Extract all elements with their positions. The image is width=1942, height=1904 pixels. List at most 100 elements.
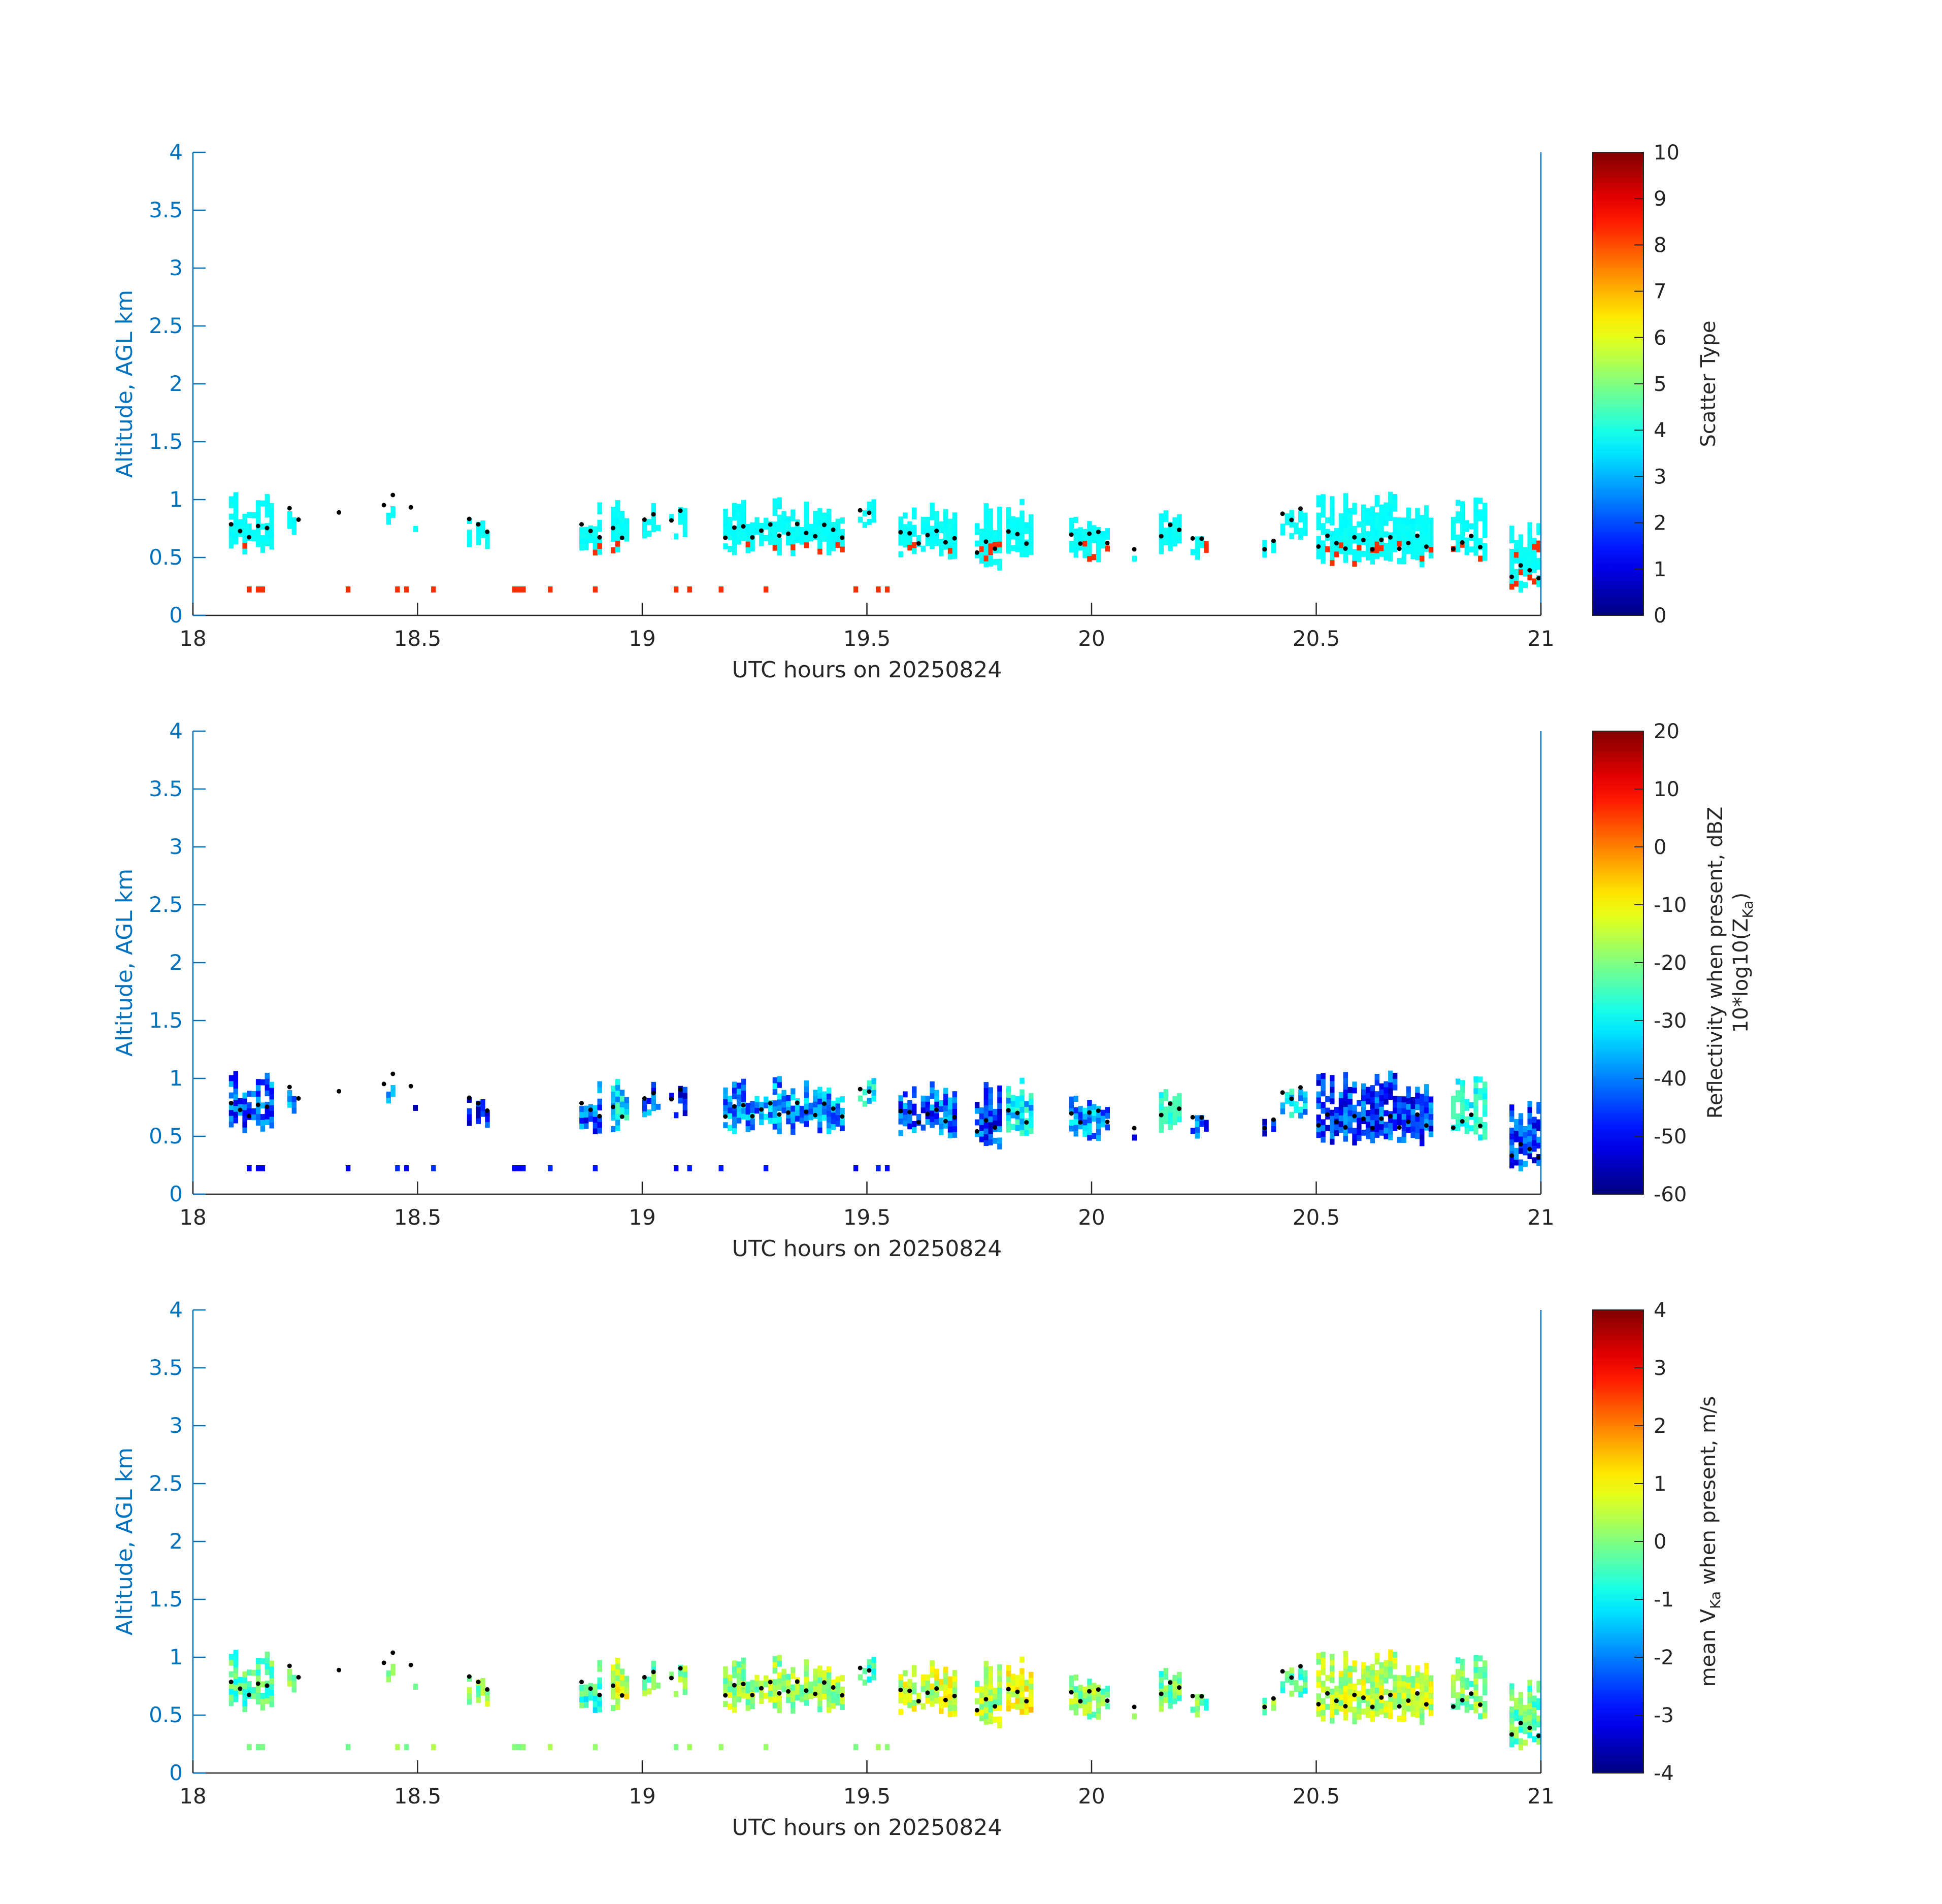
data-cell: [1298, 516, 1303, 522]
data-cell: [1285, 1092, 1290, 1098]
data-cell: [1357, 1129, 1362, 1135]
data-cell: [1343, 1656, 1348, 1663]
data-cell: [1105, 528, 1110, 535]
data-cell: [1330, 1133, 1335, 1139]
data-cell: [1397, 1113, 1402, 1120]
data-cell: [1401, 1681, 1407, 1687]
data-cell: [983, 1701, 989, 1708]
cloud-base-dot: [485, 529, 490, 534]
data-cell: [1532, 1695, 1537, 1702]
data-cell: [485, 1689, 490, 1695]
data-cell: [763, 1744, 769, 1750]
data-cell: [1473, 1076, 1478, 1082]
cloud-base-dot: [1159, 534, 1164, 539]
data-cell: [269, 1110, 274, 1117]
data-cell: [1316, 495, 1321, 502]
data-cell: [615, 529, 620, 535]
data-cell: [1428, 1113, 1434, 1120]
data-cell: [480, 1678, 485, 1684]
data-cell: [233, 504, 238, 510]
data-cell: [1532, 1145, 1537, 1152]
data-cell: [1010, 1673, 1016, 1680]
data-cell: [1132, 1134, 1137, 1141]
data-cell: [1168, 539, 1173, 545]
data-cell: [615, 1704, 620, 1711]
data-cell: [1168, 545, 1173, 551]
data-cell: [997, 1137, 1002, 1144]
data-cell: [1393, 1675, 1398, 1681]
data-cell: [1420, 1117, 1425, 1123]
data-cell: [1092, 525, 1097, 532]
data-cell: [1321, 1073, 1326, 1079]
data-cell: [1388, 1094, 1393, 1100]
data-cell: [1420, 1672, 1425, 1679]
data-cell: [983, 520, 989, 527]
data-cell: [642, 1105, 647, 1112]
data-cell: [1321, 1703, 1326, 1710]
colorbar-tick-label: 2: [1654, 1415, 1666, 1438]
cloud-base-dot: [840, 1693, 845, 1698]
data-cell: [907, 1679, 912, 1685]
data-cell: [579, 1702, 584, 1709]
data-cell: [611, 1114, 616, 1121]
data-cell: [1078, 544, 1083, 551]
data-cell: [1019, 1118, 1025, 1125]
data-cell: [1536, 1107, 1541, 1114]
data-cell: [1100, 1115, 1106, 1122]
data-cell: [247, 586, 252, 593]
data-cell: [791, 509, 796, 516]
data-cell: [764, 535, 769, 541]
data-cell: [777, 1707, 782, 1713]
data-cell: [826, 537, 832, 544]
data-cell: [925, 528, 930, 535]
data-cell: [1388, 509, 1393, 515]
data-cell: [1330, 537, 1335, 543]
cloud-base-dot: [228, 1680, 234, 1685]
cloud-base-dot: [943, 1119, 948, 1124]
data-cell: [1019, 1697, 1025, 1703]
data-cell: [678, 1670, 683, 1677]
data-cell: [791, 1111, 796, 1118]
data-cell: [1019, 1124, 1025, 1130]
data-cell: [920, 522, 926, 529]
data-cell: [619, 516, 625, 523]
data-cell: [1271, 541, 1276, 547]
data-cell: [1082, 535, 1088, 541]
data-cell: [939, 527, 944, 534]
cloud-base-dot: [1024, 1120, 1029, 1125]
data-cell: [269, 1093, 274, 1100]
data-cell: [233, 1094, 238, 1100]
data-cell: [1374, 518, 1379, 524]
data-cell: [255, 1663, 261, 1670]
data-cell: [817, 1098, 822, 1105]
data-cell: [1352, 1081, 1357, 1088]
y-axis-label: Altitude, AGL km: [112, 290, 138, 478]
data-cell: [651, 1666, 656, 1673]
cloud-base-dot: [732, 1104, 737, 1109]
data-cell: [1410, 518, 1416, 524]
data-cell: [1518, 1119, 1524, 1125]
cloud-base-dot: [1518, 563, 1523, 568]
cloud-base-dot: [1190, 536, 1195, 541]
data-cell: [1347, 1110, 1353, 1117]
data-cell: [1401, 1096, 1407, 1103]
data-cell: [269, 503, 274, 509]
data-cell: [619, 1107, 625, 1113]
data-cell: [1024, 1101, 1029, 1107]
cloud-base-dot: [247, 1692, 252, 1697]
data-cell: [1478, 498, 1483, 504]
data-cell: [1330, 496, 1335, 503]
data-cell: [1473, 1661, 1478, 1667]
data-cell: [764, 1113, 769, 1120]
data-cell: [1532, 1128, 1537, 1135]
cloud-base-dot: [1469, 1112, 1474, 1118]
data-cell: [983, 1128, 989, 1135]
data-cell: [1384, 1127, 1389, 1134]
data-cell: [1478, 1094, 1483, 1100]
data-cell: [791, 533, 796, 539]
data-cell: [265, 1663, 270, 1669]
data-cell: [1415, 1677, 1420, 1683]
data-cell: [988, 1678, 993, 1684]
cloud-base-dot: [669, 518, 674, 523]
data-cell: [287, 522, 292, 529]
